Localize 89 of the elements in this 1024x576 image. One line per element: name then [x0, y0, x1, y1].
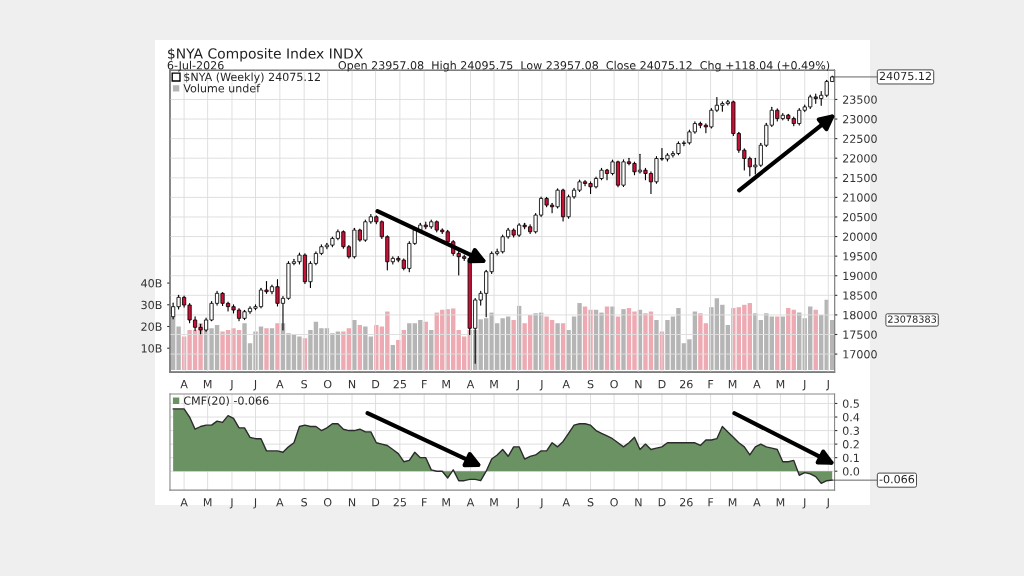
x-tick-label: J: [539, 380, 543, 391]
x-tick-label: A: [753, 498, 761, 507]
x-tick-label: 26: [680, 498, 693, 507]
chart-subtitle: 6-Jul-2026: [167, 60, 224, 72]
x-tick-label: A: [466, 498, 475, 507]
x-tick-label: M: [728, 380, 737, 389]
y-tick-label: 23500: [843, 95, 877, 104]
legend-label: CMF(20) -0.066: [183, 396, 269, 407]
x-tick-label: J: [253, 380, 257, 391]
x-tick-label: M: [442, 498, 450, 507]
y-tick-label: 0.3: [842, 426, 859, 435]
x-tick-label: F: [422, 498, 427, 507]
x-tick-label: J: [229, 380, 233, 391]
y-tick-label: 22500: [843, 134, 877, 144]
y-tick-label: 21000: [843, 193, 877, 202]
x-tick-label: M: [203, 380, 212, 389]
x-tick-label: M: [203, 498, 212, 507]
x-tick-label: A: [562, 380, 570, 389]
x-tick-label: A: [180, 380, 188, 389]
y-tick-label: 0.1: [842, 453, 859, 463]
x-tick-label: 25: [393, 498, 406, 507]
y-tick-label: 0.5: [842, 399, 859, 408]
y-tick-label: 23000: [843, 115, 877, 124]
x-tick-label: A: [180, 498, 188, 507]
y-tick-label: 20500: [843, 212, 877, 222]
x-tick-label: S: [587, 498, 594, 507]
x-tick-label: J: [802, 380, 806, 391]
x-tick-label: J: [253, 498, 257, 509]
x-tick-label: D: [372, 498, 380, 507]
x-tick-label: M: [776, 380, 785, 389]
x-tick-label: N: [635, 498, 642, 507]
x-tick-label: J: [516, 498, 519, 509]
x-tick-label: N: [635, 380, 642, 389]
x-tick-label: O: [323, 498, 332, 507]
x-tick-label: F: [422, 380, 427, 389]
text: 23078383: [888, 315, 937, 323]
x-tick-label: O: [323, 379, 332, 389]
y-tick-label: 19000: [843, 271, 877, 281]
y-tick-label: 0.2: [842, 440, 859, 449]
x-tick-label: A: [466, 380, 475, 389]
x-tick-label: F: [708, 380, 714, 389]
x-tick-label: N: [348, 380, 356, 389]
x-tick-label: J: [229, 498, 233, 509]
x-tick-label: M: [490, 380, 498, 389]
y-tick-label: 0.4: [842, 412, 860, 422]
annotation: -0.066: [879, 474, 915, 484]
y-tick-label: 18500: [843, 291, 877, 300]
x-tick-label: S: [301, 498, 308, 507]
x-tick-label: S: [301, 379, 308, 389]
y2-tick-label: 40B: [141, 279, 162, 288]
y-tick-label: 22000: [843, 154, 877, 163]
x-tick-label: D: [658, 380, 666, 389]
y-tick-label: 18000: [843, 310, 877, 320]
x-tick-label: J: [802, 498, 806, 509]
x-tick-label: J: [826, 380, 829, 391]
x-tick-label: O: [610, 498, 618, 507]
x-tick-label: D: [372, 380, 380, 389]
x-tick-label: A: [753, 380, 761, 389]
y-tick-label: 19500: [843, 252, 877, 261]
x-tick-label: M: [442, 380, 450, 389]
y-tick-label: 0.0: [842, 467, 860, 476]
y2-tick-label: 30B: [141, 300, 162, 310]
x-tick-label: J: [516, 380, 519, 391]
x-tick-label: O: [610, 379, 618, 389]
x-tick-label: A: [276, 498, 284, 507]
y-tick-label: 21500: [843, 173, 877, 183]
x-tick-label: 25: [393, 379, 406, 389]
chart-title: $NYA Composite Index INDX: [168, 48, 363, 62]
x-tick-label: M: [776, 498, 785, 507]
annotation: Open 23957.08 High 24095.75 Low 23957.08 Close 24075.12 Chg +118.04 (+0.49%): [338, 60, 830, 72]
legend-label: Volume undef: [183, 83, 261, 93]
legend-label: $NYA (Weekly) 24075.12: [184, 72, 320, 84]
y-tick-label: 17500: [843, 330, 877, 339]
y2-tick-label: 10B: [141, 344, 162, 353]
x-tick-label: M: [490, 498, 498, 507]
x-tick-label: J: [826, 498, 829, 509]
y-tick-label: 20000: [843, 232, 877, 241]
x-tick-label: S: [587, 379, 594, 389]
x-tick-label: 26: [680, 379, 693, 389]
x-tick-label: F: [708, 498, 714, 507]
x-tick-label: M: [728, 498, 737, 507]
x-tick-label: A: [562, 498, 570, 507]
y2-tick-label: 20B: [141, 322, 162, 331]
y-tick-label: 17000: [843, 350, 877, 359]
annotation: 24075.12: [879, 71, 931, 81]
x-tick-label: N: [348, 498, 356, 507]
x-tick-label: J: [539, 498, 543, 509]
x-tick-label: D: [658, 498, 666, 507]
x-tick-label: A: [276, 380, 284, 389]
